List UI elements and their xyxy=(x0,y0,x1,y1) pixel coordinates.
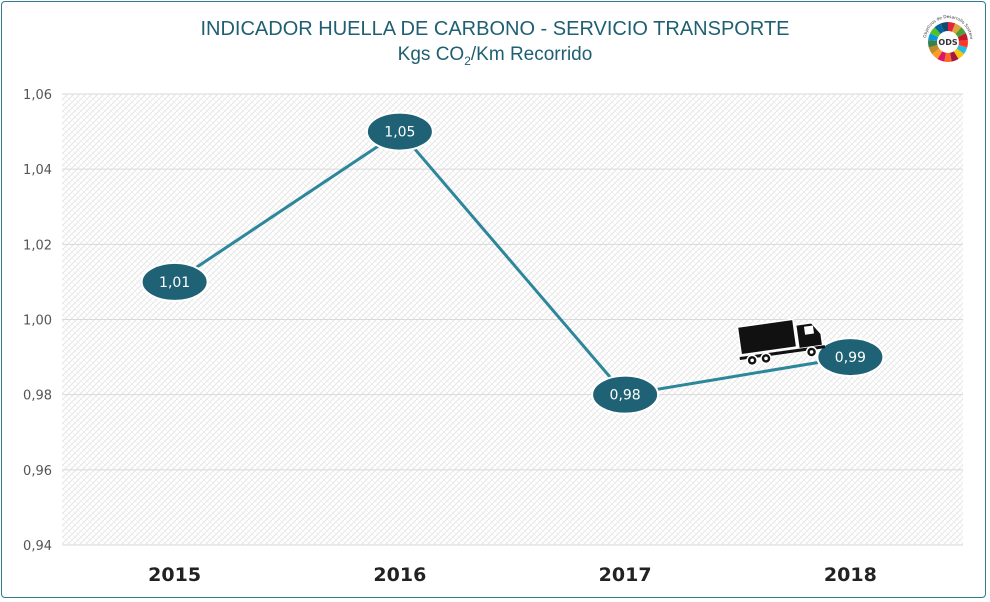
ods-logo: ODS Objetivos de Desarrollo Sostenible xyxy=(918,10,978,70)
ods-wheel-icon: ODS Objetivos de Desarrollo Sostenible xyxy=(918,10,974,62)
y-tick-label: 0,94 xyxy=(23,539,52,554)
chart-title: INDICADOR HUELLA DE CARBONO - SERVICIO T… xyxy=(200,18,790,40)
data-point xyxy=(365,111,434,152)
x-tick-label: 2017 xyxy=(599,564,652,586)
truck-icon xyxy=(736,318,826,367)
data-point xyxy=(140,261,209,302)
chart-subtitle: Kgs CO2/Km Recorrido xyxy=(397,44,593,68)
y-tick-label: 1,02 xyxy=(23,238,52,253)
data-label: 0,99 xyxy=(835,350,866,366)
series-line xyxy=(173,129,851,397)
data-point xyxy=(591,374,660,415)
x-tick-label: 2015 xyxy=(148,564,201,586)
data-label: 1,01 xyxy=(159,275,190,291)
data-label: 0,98 xyxy=(610,388,641,404)
data-point xyxy=(816,337,885,378)
ods-logo-text: ODS xyxy=(938,38,957,47)
x-tick-label: 2018 xyxy=(824,564,877,586)
y-tick-label: 1,06 xyxy=(23,88,52,103)
data-label: 1,05 xyxy=(384,125,415,141)
y-tick-label: 0,96 xyxy=(23,464,52,479)
y-tick-label: 1,04 xyxy=(23,163,52,178)
y-tick-label: 1,00 xyxy=(23,314,52,329)
x-tick-label: 2016 xyxy=(373,564,426,586)
y-tick-label: 0,98 xyxy=(23,389,52,404)
